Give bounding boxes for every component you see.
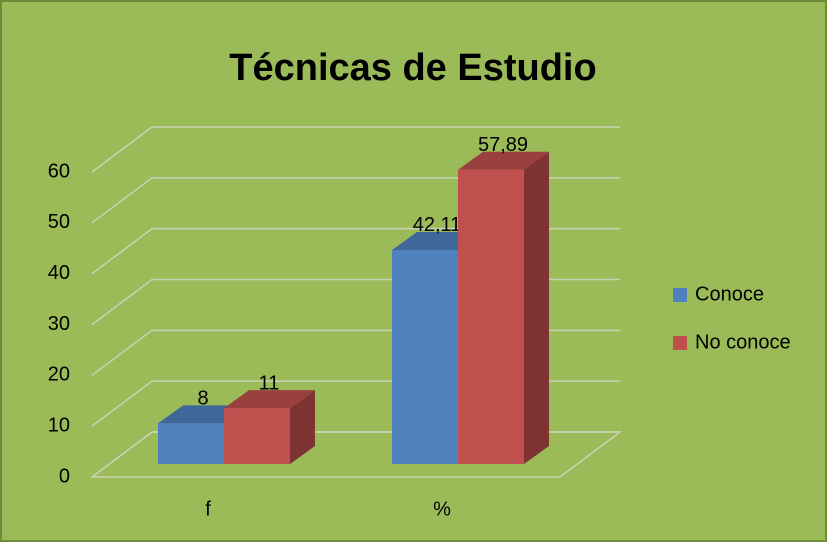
bar: [158, 423, 224, 464]
bar-top: [458, 151, 549, 170]
x-tick-label: %: [433, 498, 451, 520]
legend-label: Conoce: [695, 283, 764, 305]
bar-top: [224, 390, 315, 409]
grid-line: [91, 126, 620, 173]
chart-title: Técnicas de Estudio: [229, 47, 596, 89]
legend-label: No conoce: [695, 331, 791, 353]
y-tick-label: 20: [48, 364, 70, 386]
bar-side: [524, 151, 549, 464]
y-tick-label: 50: [48, 211, 70, 233]
bar: [392, 249, 458, 464]
legend-swatch: [673, 336, 687, 350]
data-label: 11: [259, 372, 280, 394]
x-tick-label: f: [205, 498, 211, 520]
bar-side: [290, 390, 315, 464]
bar: [458, 169, 524, 464]
y-tick-label: 10: [48, 414, 70, 436]
y-tick-label: 40: [48, 262, 70, 284]
y-tick-label: 60: [48, 160, 70, 182]
y-tick-label: 0: [59, 465, 70, 487]
data-label: 8: [197, 388, 208, 410]
legend-swatch: [673, 288, 687, 302]
bar: [224, 408, 290, 464]
data-label: 42,11: [413, 214, 462, 236]
data-label: 57,89: [478, 134, 528, 156]
y-tick-label: 30: [48, 313, 70, 335]
